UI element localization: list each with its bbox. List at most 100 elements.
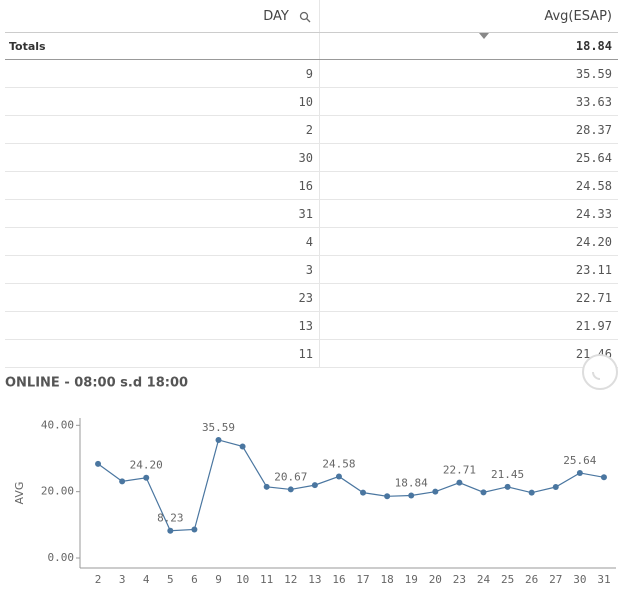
table-body: 9 35.59 10 33.63 2 28.37 30 25.64 16 24.58 31 24.33… bbox=[5, 60, 618, 368]
table-row: 10 33.63 bbox=[5, 88, 618, 116]
line bbox=[97, 439, 605, 532]
point bbox=[215, 436, 222, 443]
data-label: 35.59 bbox=[202, 421, 235, 434]
search-icon[interactable] bbox=[299, 11, 313, 23]
point bbox=[119, 478, 126, 485]
x-tick-label: 25 bbox=[501, 573, 514, 586]
table-cell: 16 bbox=[5, 172, 320, 199]
point bbox=[311, 482, 318, 489]
point bbox=[335, 473, 342, 480]
point bbox=[408, 492, 415, 499]
x-tick-label: 3 bbox=[119, 573, 126, 586]
data-label: 25.64 bbox=[563, 454, 596, 467]
table-cell: 4 bbox=[5, 228, 320, 255]
header-row: DAY Avg(ESAP) bbox=[5, 0, 618, 33]
loading-icon bbox=[582, 354, 618, 390]
data-label: 20.67 bbox=[274, 470, 307, 483]
table-cell: 22.71 bbox=[575, 291, 612, 305]
x-tick-label: 17 bbox=[356, 573, 369, 586]
point bbox=[143, 474, 150, 481]
x-tick-label: 4 bbox=[143, 573, 150, 586]
header-cell[interactable]: DAY bbox=[5, 0, 320, 32]
point bbox=[432, 488, 439, 495]
chart: ONLINE - 08:00 s.d 18:00 AVG 0.00 20.00 40… bbox=[5, 376, 616, 586]
totals-row: Totals 18.84 bbox=[5, 33, 618, 60]
y-tick-label: 40.00 bbox=[41, 418, 74, 431]
x-tick-label: 6 bbox=[191, 573, 198, 586]
table-row: 30 25.64 bbox=[5, 144, 618, 172]
data-label: 22.71 bbox=[443, 464, 476, 477]
sort-icon bbox=[479, 33, 489, 39]
table-cell: 23 bbox=[5, 284, 320, 311]
table-cell: 21.97 bbox=[575, 319, 612, 333]
point bbox=[360, 489, 367, 496]
table-cell: 10 bbox=[5, 88, 320, 115]
table-cell: 33.63 bbox=[575, 95, 612, 109]
x-tick-label: 12 bbox=[284, 573, 297, 586]
point bbox=[167, 527, 174, 534]
point bbox=[263, 483, 270, 490]
table-row: 3 23.11 bbox=[5, 256, 618, 284]
header-cell[interactable]: Avg(ESAP) bbox=[544, 9, 612, 24]
table-cell: 28.37 bbox=[575, 123, 612, 137]
point bbox=[456, 479, 463, 486]
point bbox=[95, 460, 102, 467]
table-cell: 30 bbox=[5, 144, 320, 171]
x-tick-label: 30 bbox=[573, 573, 586, 586]
table-cell: 24.33 bbox=[575, 207, 612, 221]
table-cell: 31 bbox=[5, 200, 320, 227]
table-row: 23 22.71 bbox=[5, 284, 618, 312]
table-row: 16 24.58 bbox=[5, 172, 618, 200]
y-axis-label: AVG bbox=[13, 482, 26, 505]
table-cell: 35.59 bbox=[575, 67, 612, 81]
x-tick-label: 23 bbox=[453, 573, 466, 586]
point bbox=[552, 484, 559, 491]
x-tick-label: 31 bbox=[597, 573, 610, 586]
data-label: 8.23 bbox=[157, 512, 184, 525]
table-cell: 21.46 bbox=[575, 347, 612, 361]
table-row: 9 35.59 bbox=[5, 60, 618, 88]
table-cell: 13 bbox=[5, 312, 320, 339]
table-row: 4 24.20 bbox=[5, 228, 618, 256]
table-cell: 9 bbox=[5, 60, 320, 87]
point bbox=[191, 526, 198, 533]
point bbox=[576, 469, 583, 476]
header-text: DAY bbox=[263, 9, 289, 24]
x-tick-label: 13 bbox=[308, 573, 321, 586]
table-row: 31 24.33 bbox=[5, 200, 618, 228]
totals-value: 18.84 bbox=[575, 39, 612, 53]
data-label: 21.45 bbox=[491, 468, 524, 481]
table-row: 11 21.46 bbox=[5, 340, 618, 368]
table-cell: 24.20 bbox=[575, 235, 612, 249]
data-label: 24.20 bbox=[130, 459, 163, 472]
point bbox=[384, 493, 391, 500]
x-tick-label: 27 bbox=[549, 573, 562, 586]
point bbox=[528, 489, 535, 496]
table-cell: 24.58 bbox=[575, 179, 612, 193]
x-tick-label: 10 bbox=[236, 573, 249, 586]
chart-title: ONLINE - 08:00 s.d 18:00 bbox=[5, 376, 188, 391]
y-tick-label: 0.00 bbox=[48, 551, 75, 564]
table-cell: 11 bbox=[5, 340, 320, 367]
x-tick-label: 5 bbox=[167, 573, 174, 586]
x-tick-label: 24 bbox=[477, 573, 491, 586]
data-label: 24.58 bbox=[322, 457, 355, 470]
table-row: 2 28.37 bbox=[5, 116, 618, 144]
x-tick-label: 20 bbox=[429, 573, 442, 586]
x-tick-label: 2 bbox=[95, 573, 102, 586]
x-tick-label: 19 bbox=[405, 573, 418, 586]
table-cell: 2 bbox=[5, 116, 320, 143]
point bbox=[239, 443, 246, 450]
x-tick-label: 11 bbox=[260, 573, 273, 586]
point bbox=[504, 483, 511, 490]
point bbox=[600, 474, 607, 481]
table-cell: 25.64 bbox=[575, 151, 612, 165]
totals-label: Totals bbox=[5, 33, 320, 59]
x-tick-label: 18 bbox=[381, 573, 394, 586]
y-tick-label: 20.00 bbox=[41, 485, 74, 498]
table-row: 13 21.97 bbox=[5, 312, 618, 340]
point bbox=[480, 489, 487, 496]
point bbox=[287, 486, 294, 493]
table-cell: 23.11 bbox=[575, 263, 612, 277]
